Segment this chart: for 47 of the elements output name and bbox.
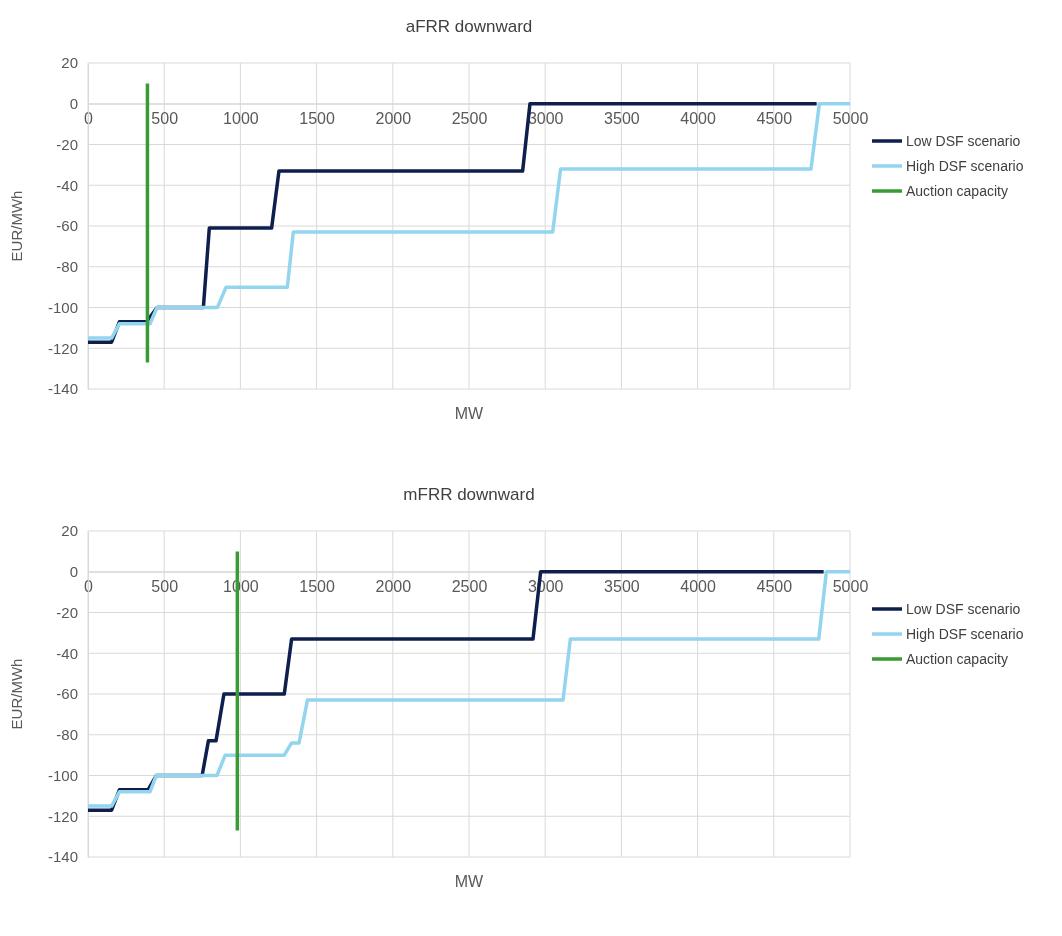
x-tick-label: 1000 xyxy=(223,110,259,128)
y-tick-label: -40 xyxy=(56,644,78,662)
x-tick-label: 4500 xyxy=(756,110,793,128)
y-tick-label: 20 xyxy=(61,54,78,72)
legend-label: High DSF scenario xyxy=(906,158,1024,174)
x-tick-label: 5000 xyxy=(832,110,869,128)
legend-label: Auction capacity xyxy=(906,183,1008,199)
x-tick-label: 3500 xyxy=(604,110,640,128)
y-tick-label: -80 xyxy=(56,726,78,744)
legend-label: High DSF scenario xyxy=(906,626,1024,642)
x-tick-label: 4500 xyxy=(756,578,793,596)
legend-label: Low DSF scenario xyxy=(906,133,1021,149)
x-axis-title: MW xyxy=(454,405,485,422)
y-tick-label: -140 xyxy=(47,380,78,398)
x-tick-label: 500 xyxy=(151,110,179,128)
y-tick-label: -100 xyxy=(47,298,78,316)
x-tick-label: 2500 xyxy=(451,110,488,128)
y-axis-title: EUR/MWh xyxy=(8,190,25,262)
y-tick-label: 0 xyxy=(69,95,78,113)
x-tick-label: 5000 xyxy=(832,578,869,596)
y-tick-label: -20 xyxy=(56,603,78,621)
y-axis-title: EUR/MWh xyxy=(8,658,25,730)
y-tick-label: -100 xyxy=(47,766,78,784)
chart-title: aFRR downward xyxy=(405,17,533,36)
legend-label: Auction capacity xyxy=(906,651,1008,667)
y-tick-label: -20 xyxy=(56,135,78,153)
x-tick-label: 4000 xyxy=(680,110,716,128)
y-tick-label: -40 xyxy=(56,176,78,194)
x-tick-label: 500 xyxy=(151,578,179,596)
x-tick-label: 4000 xyxy=(680,578,716,596)
y-tick-label: -120 xyxy=(47,807,78,825)
x-tick-label: 1500 xyxy=(299,110,335,128)
y-tick-label: -120 xyxy=(47,339,78,357)
y-tick-label: -60 xyxy=(56,685,78,703)
x-axis-title: MW xyxy=(454,873,485,890)
x-tick-label: 2000 xyxy=(375,578,412,596)
y-tick-label: 20 xyxy=(61,522,78,540)
y-tick-label: -140 xyxy=(47,848,78,866)
chart-title: mFRR downward xyxy=(403,485,535,504)
x-tick-label: 2500 xyxy=(451,578,488,596)
x-tick-label: 1500 xyxy=(299,578,335,596)
x-tick-label: 3500 xyxy=(604,578,640,596)
legend-label: Low DSF scenario xyxy=(906,601,1021,617)
x-tick-label: 2000 xyxy=(375,110,412,128)
y-tick-label: -60 xyxy=(56,217,78,235)
y-tick-label: -80 xyxy=(56,258,78,276)
y-tick-label: 0 xyxy=(69,563,78,581)
